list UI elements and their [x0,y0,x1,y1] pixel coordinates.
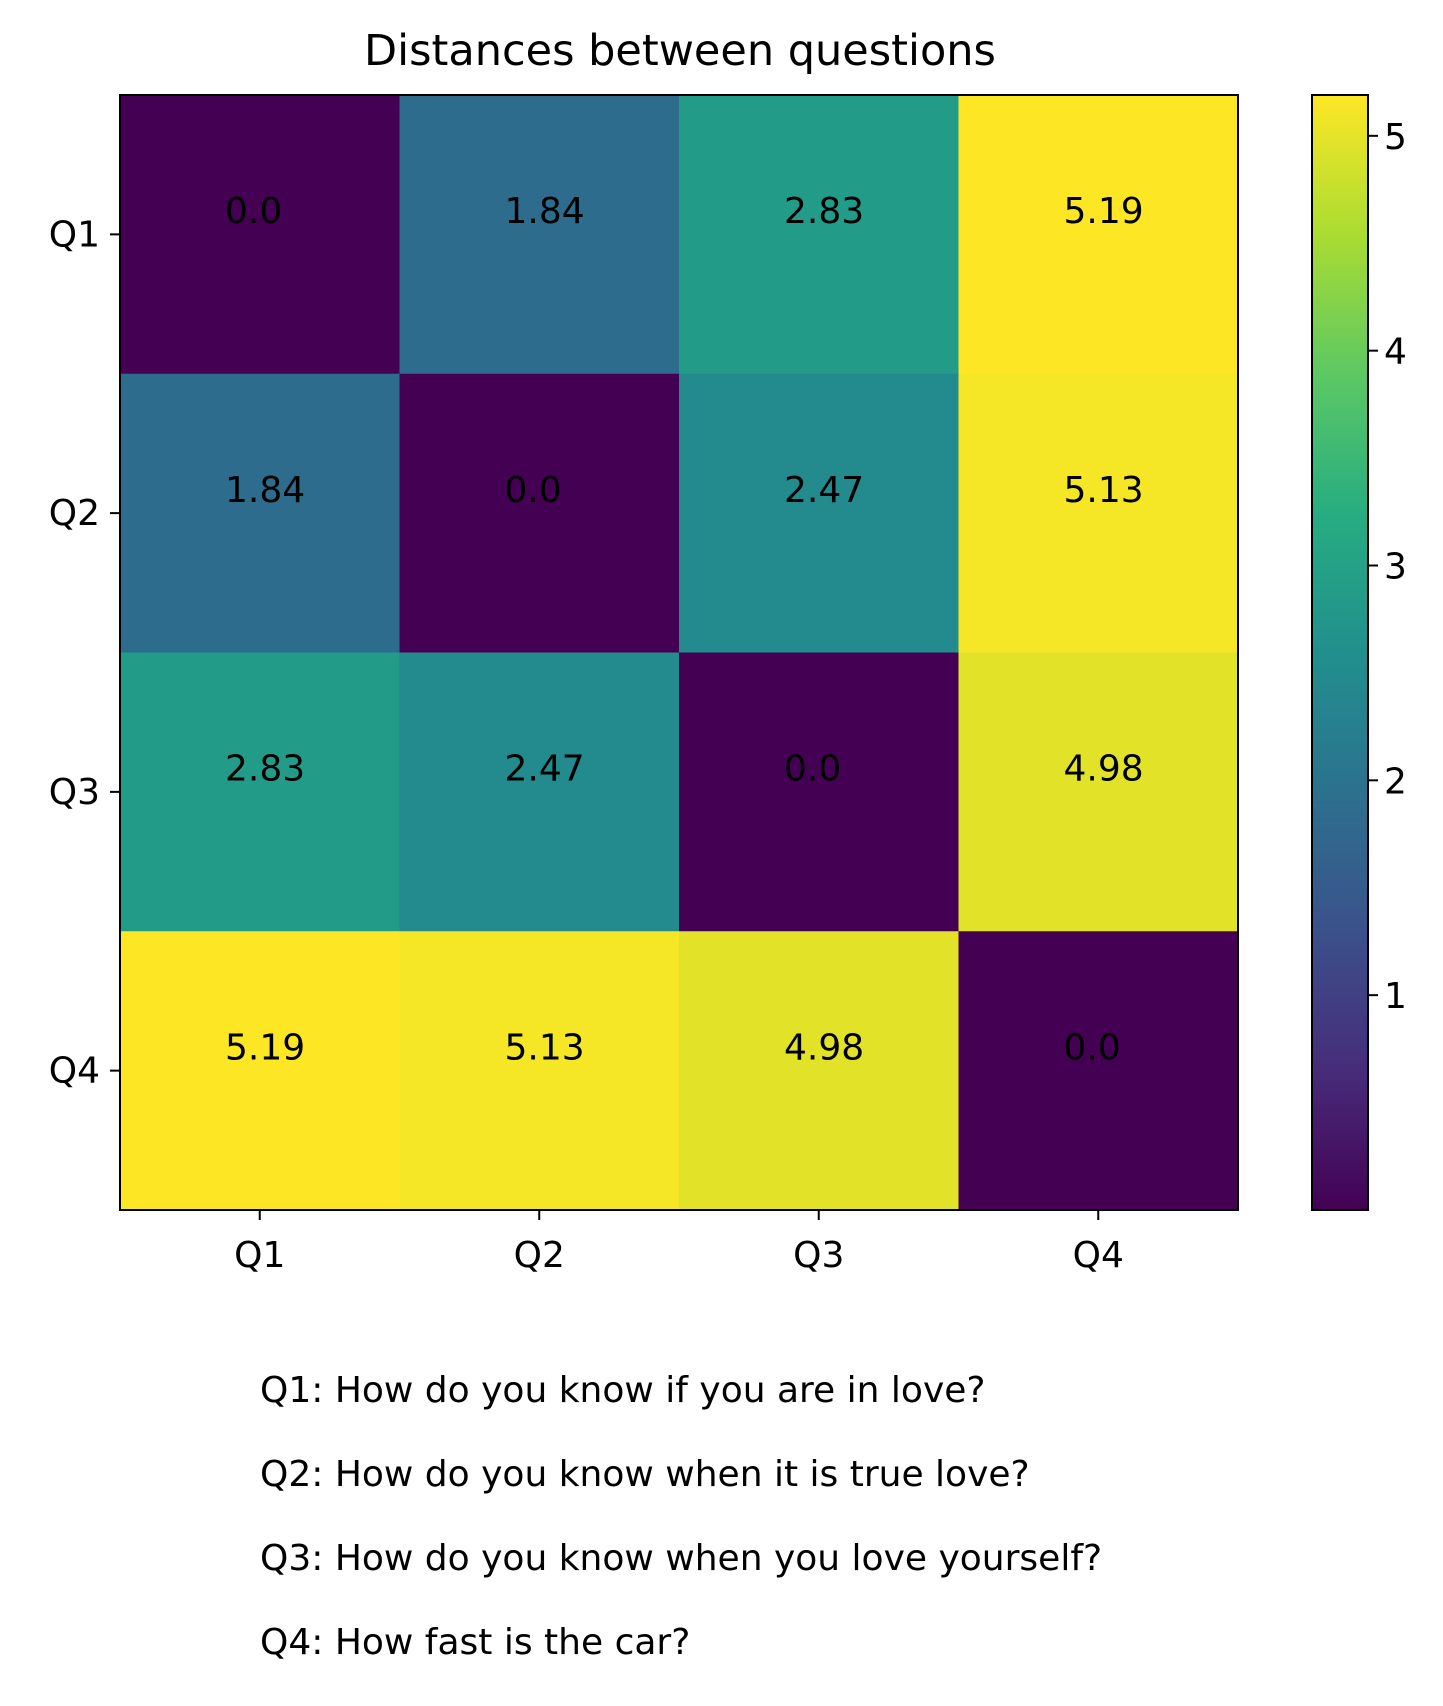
colorbar-tick-label-1: 1 [1384,976,1407,1017]
cell-label-r3-c3: 0.0 [784,749,841,790]
heatmap-cell-r1-c2 [399,95,680,375]
footnote-q1: Q1: How do you know if you are in love? [260,1370,986,1411]
heatmap-cell-r4-c1 [120,931,400,1211]
colorbar-tick-label-4: 4 [1384,332,1407,373]
cell-label-r2-c1: 1.84 [225,470,305,511]
cell-label-r1-c2: 1.84 [505,191,585,232]
footnote-q3: Q3: How do you know when you love yourse… [260,1538,1103,1579]
x-tick-label-1: Q1 [234,1235,285,1276]
y-tick-label-2: Q2 [49,493,100,534]
cell-label-r2-c3: 2.47 [784,470,864,511]
plot-frame [119,94,1239,1211]
heatmap-cell-r2-c4 [958,373,1239,653]
heatmap-cell-r1-c4 [958,95,1239,375]
cell-label-r4-c2: 5.13 [505,1027,585,1068]
cell-label-r2-c2: 0.0 [505,470,562,511]
cell-label-r1-c1: 0.0 [225,191,282,232]
cell-label-r4-c4: 0.0 [1064,1027,1121,1068]
cell-label-r4-c1: 5.19 [225,1027,305,1068]
heatmap-cell-r1-c1 [120,95,400,375]
heatmap-cell-labels: 0.0 1.84 2.83 5.19 1.84 0.0 2.47 5.13 2.83 2.47 0.… [225,191,1144,1068]
heatmap-chart: Distances between questions 0.0 1.84 2.83 5… [49,26,1407,1276]
cell-label-r3-c2: 2.47 [505,749,585,790]
heatmap-cell-r4-c4 [958,931,1239,1211]
cell-label-r3-c4: 4.98 [1064,749,1144,790]
question-legend: Q1: How do you know if you are in love? … [260,1370,1410,1706]
cell-label-r2-c4: 5.13 [1064,470,1144,511]
heatmap-cells [120,95,1239,1211]
chart-title: Distances between questions [364,26,996,76]
heatmap-cell-r3-c4 [958,652,1239,932]
heatmap-cell-r4-c2 [399,931,680,1211]
heatmap-cell-r4-c3 [679,931,959,1211]
footnote-q4: Q4: How fast is the car? [260,1622,691,1663]
cell-label-r1-c3: 2.83 [784,191,864,232]
cell-label-r4-c3: 4.98 [784,1027,864,1068]
colorbar-tick-label-2: 2 [1384,761,1407,802]
colorbar-tick-label-5: 5 [1384,117,1407,158]
heatmap-cell-r3-c1 [120,652,400,932]
heatmap-cell-r3-c3 [679,652,959,932]
cell-label-r3-c1: 2.83 [225,749,305,790]
cell-label-r1-c4: 5.19 [1064,191,1144,232]
colorbar: 1 2 3 4 5 [1311,94,1407,1211]
y-tick-label-3: Q3 [49,772,100,813]
heatmap-cell-r2-c2 [399,373,680,653]
colorbar-gradient [1311,94,1369,1211]
y-tick-label-4: Q4 [49,1051,100,1092]
x-tick-label-2: Q2 [514,1235,565,1276]
heatmap-cell-r1-c3 [679,95,959,375]
colorbar-tick-label-3: 3 [1384,546,1407,587]
x-tick-label-3: Q3 [793,1235,844,1276]
heatmap-cell-r2-c3 [679,373,959,653]
x-tick-label-4: Q4 [1073,1235,1124,1276]
heatmap-cell-r2-c1 [120,373,400,653]
heatmap-cell-r3-c2 [399,652,680,932]
y-tick-label-1: Q1 [49,214,100,255]
heatmap-axes: Q1 Q2 Q3 Q4 Q1 Q2 Q3 Q4 [49,94,1239,1276]
footnote-q2: Q2: How do you know when it is true love… [260,1454,1030,1495]
